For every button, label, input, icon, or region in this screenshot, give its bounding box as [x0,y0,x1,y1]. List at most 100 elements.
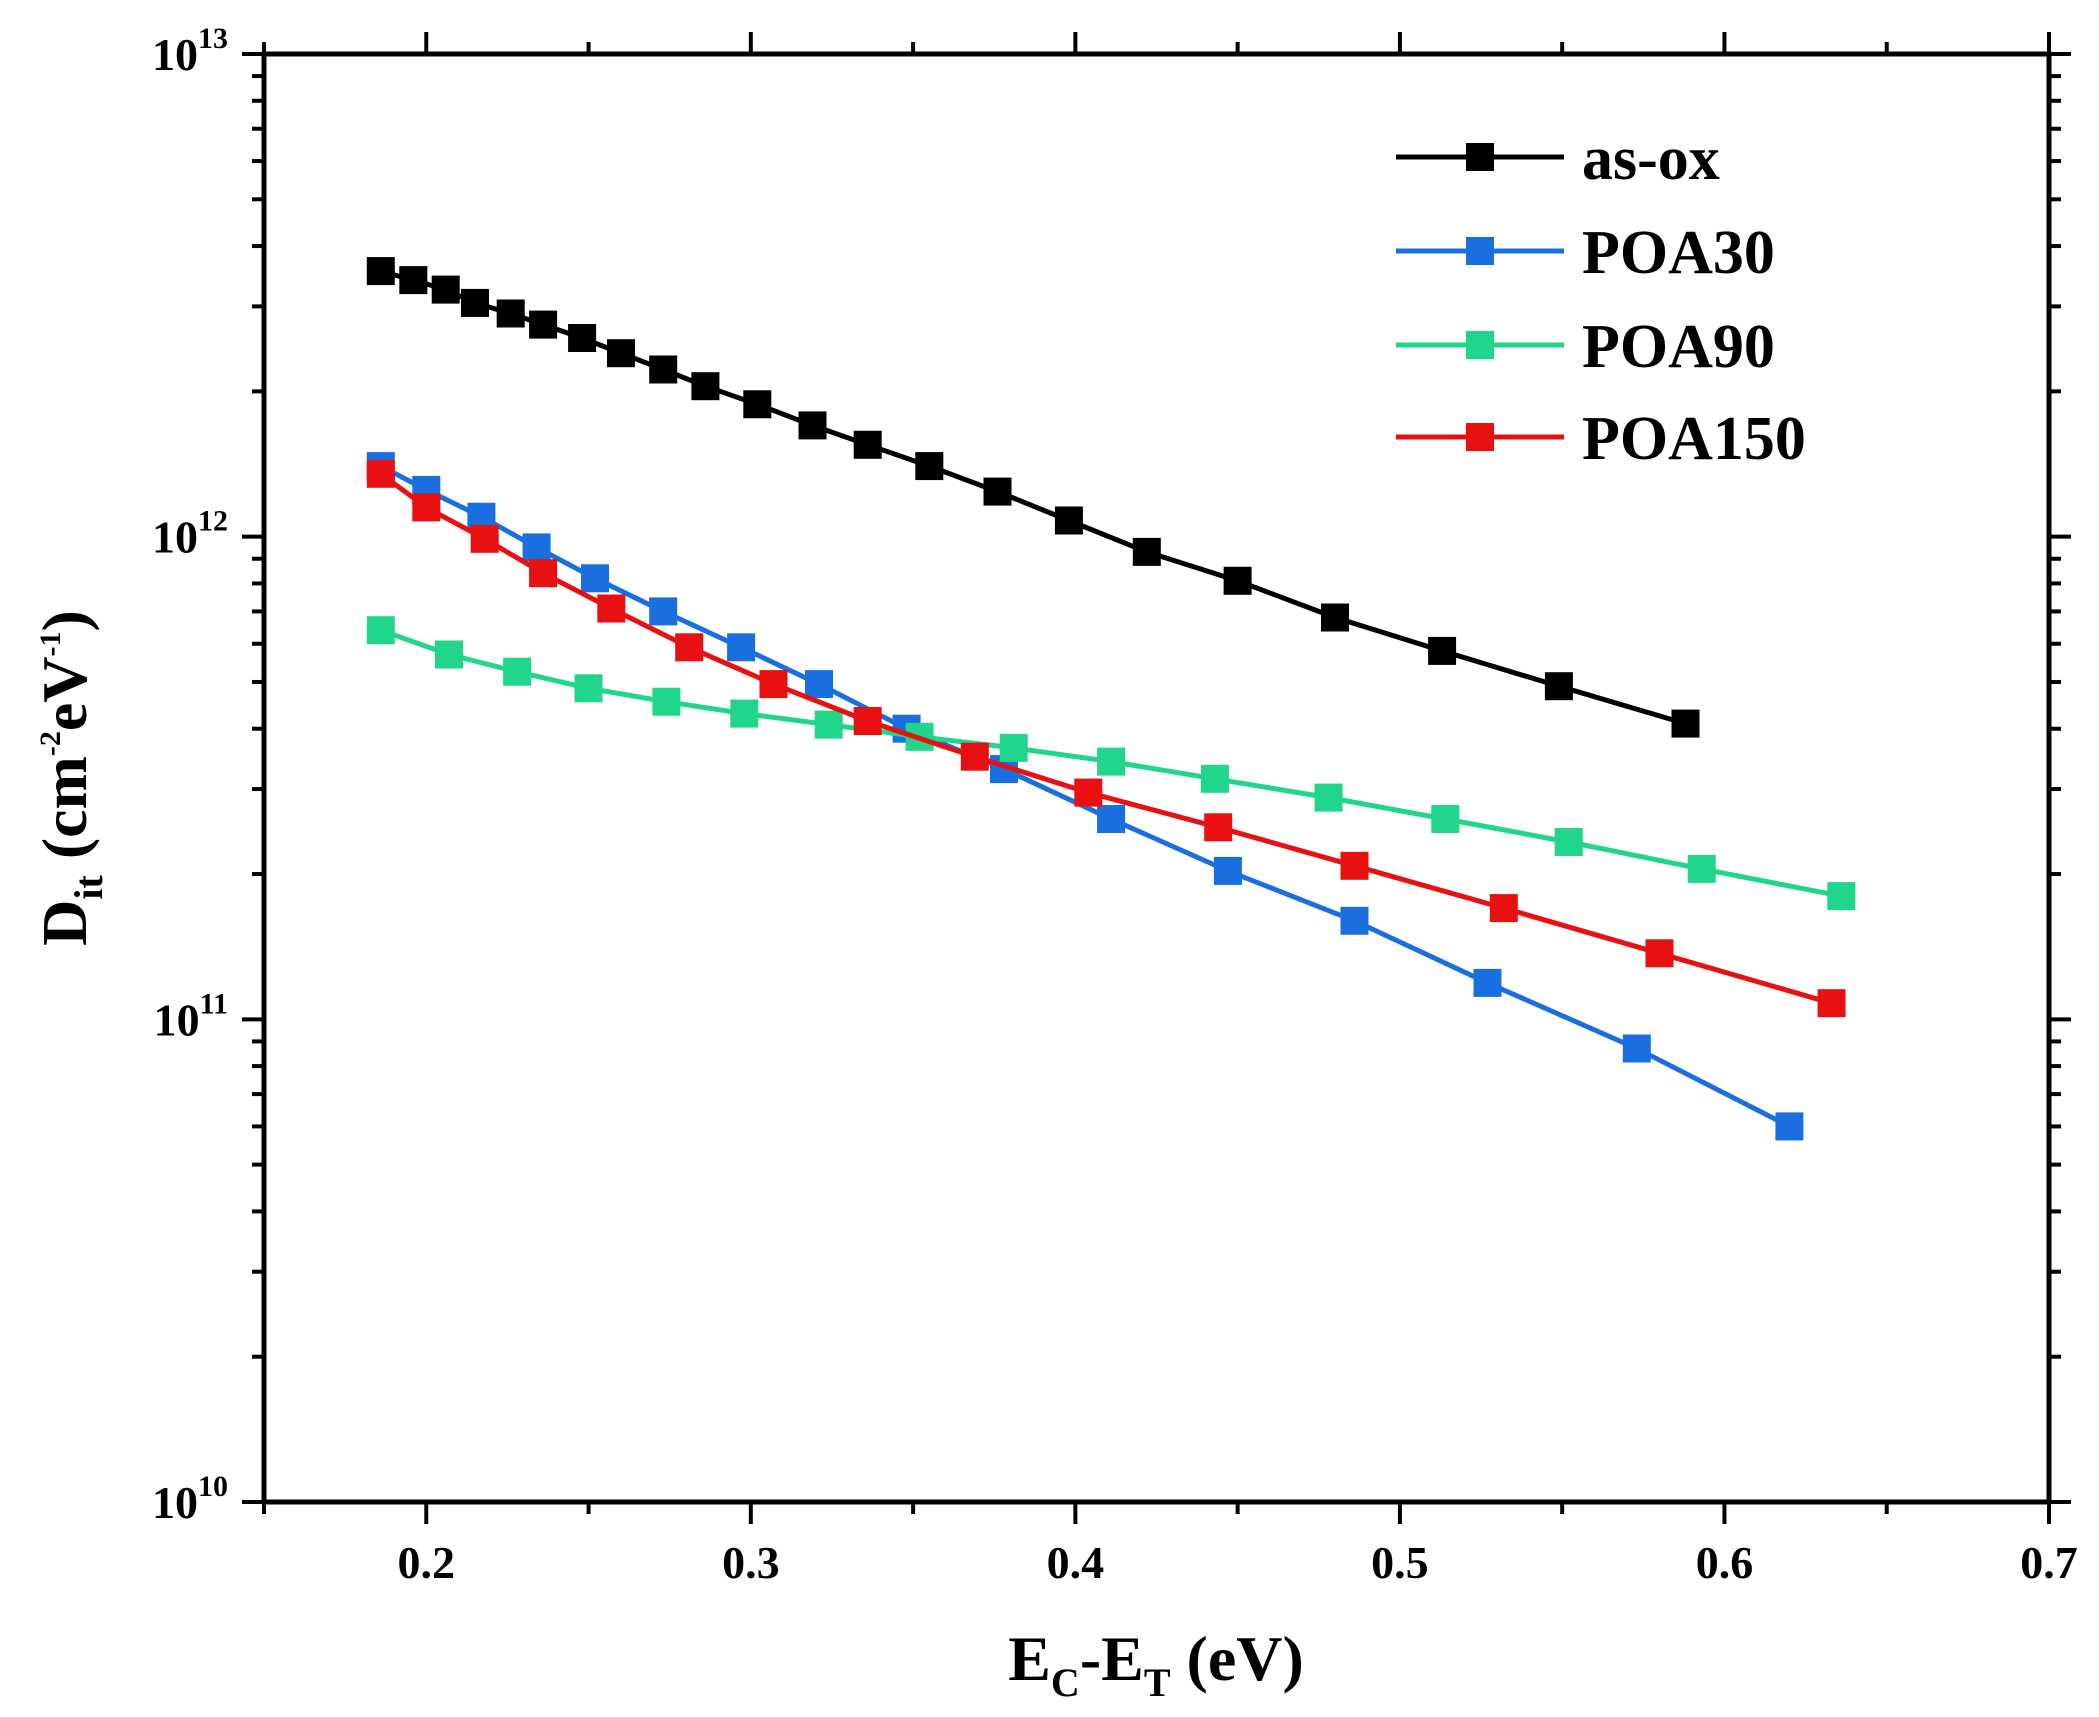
data-point-as-ox [1223,566,1252,595]
data-point-as-ox [983,477,1012,506]
series-line-poa90 [379,627,1842,899]
y-tick-label: 1011 [154,987,228,1045]
data-point-poa30 [1213,856,1242,885]
data-point-poa150 [1204,813,1233,842]
data-point-poa150 [1817,989,1846,1018]
legend-label-poa30: POA30 [1582,219,1775,287]
data-point-as-ox [743,390,772,419]
data-point-poa30 [1097,805,1126,833]
data-point-as-ox [915,452,944,481]
series-line-as-ox [380,268,1687,726]
data-point-poa90 [652,687,681,716]
data-point-poa30 [522,533,551,562]
data-point-as-ox [1054,506,1083,535]
y-tick-labels: 1010 1011 1012 1013 [152,22,228,1528]
data-point-as-ox [366,257,395,286]
x-tick-label: 0.3 [722,1537,780,1588]
data-point-as-ox [568,324,597,352]
legend: as-ox POA30 POA90 POA150 [1396,125,1806,473]
data-point-as-ox [607,339,635,368]
data-point-as-ox [1428,636,1457,665]
data-point-poa30 [727,633,756,662]
data-point-poa90 [503,657,532,686]
data-point-poa90 [1554,828,1583,856]
data-point-poa90 [1314,783,1343,812]
data-point-as-ox [1544,672,1573,701]
data-point-poa30 [1775,1112,1804,1141]
y-tick-label: 1010 [152,1470,228,1528]
data-point-poa90 [1200,764,1229,793]
data-point-poa150 [1489,894,1518,923]
data-point-poa150 [412,493,441,522]
legend-item-poa30: POA30 [1396,219,1775,287]
x-tick-label: 0.4 [1047,1537,1105,1588]
x-tick-label: 0.6 [1696,1537,1754,1588]
legend-item-poa150: POA150 [1396,405,1806,473]
legend-item-as-ox: as-ox [1396,125,1720,193]
data-point-as-ox [399,266,428,295]
data-point-poa150 [529,559,558,588]
data-point-poa90 [999,733,1028,762]
data-point-poa150 [853,707,882,735]
data-point-poa30 [1340,906,1369,935]
legend-marker-poa30 [1466,237,1494,265]
data-point-as-ox [1321,603,1349,632]
tick-marks [242,32,2071,1524]
series-poa90 [366,616,1856,911]
data-point-poa90 [1431,805,1460,833]
data-point-poa90 [730,699,759,728]
data-point-poa150 [675,633,704,662]
data-point-poa90 [814,710,843,739]
data-point-as-ox [1671,709,1700,738]
legend-item-poa90: POA90 [1396,313,1775,381]
data-point-poa150 [366,459,395,488]
data-point-poa150 [1340,851,1369,880]
data-point-as-ox [431,275,460,304]
data-point-poa30 [649,597,678,626]
data-point-as-ox [1132,537,1161,566]
data-point-poa30 [581,564,609,593]
data-point-as-ox [649,355,678,384]
data-point-poa90 [1097,747,1126,776]
data-point-as-ox [461,288,489,317]
data-point-poa90 [1687,854,1716,883]
data-point-poa150 [960,742,989,771]
x-tick-label: 0.2 [398,1537,456,1588]
data-point-as-ox [496,299,525,328]
data-point-poa150 [759,670,788,699]
data-point-poa90 [1827,882,1856,911]
y-tick-label: 1013 [152,22,228,80]
legend-marker-as-ox [1466,143,1494,171]
data-point-as-ox [853,430,882,459]
data-point-poa150 [597,594,626,623]
data-point-poa150 [1074,778,1103,807]
data-point-as-ox [691,372,720,401]
y-tick-label: 1012 [152,505,228,563]
legend-label-poa150: POA150 [1582,405,1806,473]
data-point-poa90 [574,674,603,703]
data-point-poa150 [470,524,499,553]
data-point-poa150 [1645,939,1674,968]
legend-label-as-ox: as-ox [1582,125,1720,193]
data-point-poa90 [435,640,463,669]
x-tick-label: 0.7 [2020,1537,2078,1588]
legend-marker-poa150 [1466,423,1494,451]
data-point-as-ox [798,411,827,440]
legend-marker-poa90 [1466,331,1494,359]
series-line-poa150 [379,471,1833,1006]
data-point-poa30 [805,670,833,699]
data-point-poa30 [1473,968,1502,997]
series-line-poa30 [379,463,1791,1129]
y-axis-title: Dit (cm-2eV-1) [29,610,111,946]
data-point-poa90 [366,616,395,645]
legend-label-poa90: POA90 [1582,313,1775,381]
plot-frame [261,51,2052,1505]
x-tick-labels: 0.2 0.3 0.4 0.5 0.6 0.7 [398,1537,2078,1588]
plot-series [366,257,1856,1141]
x-axis-title: EC-ET (eV) [1008,1623,1304,1705]
series-poa150 [366,459,1846,1018]
data-point-poa30 [1622,1034,1651,1063]
x-tick-label: 0.5 [1371,1537,1429,1588]
data-point-as-ox [529,310,558,339]
